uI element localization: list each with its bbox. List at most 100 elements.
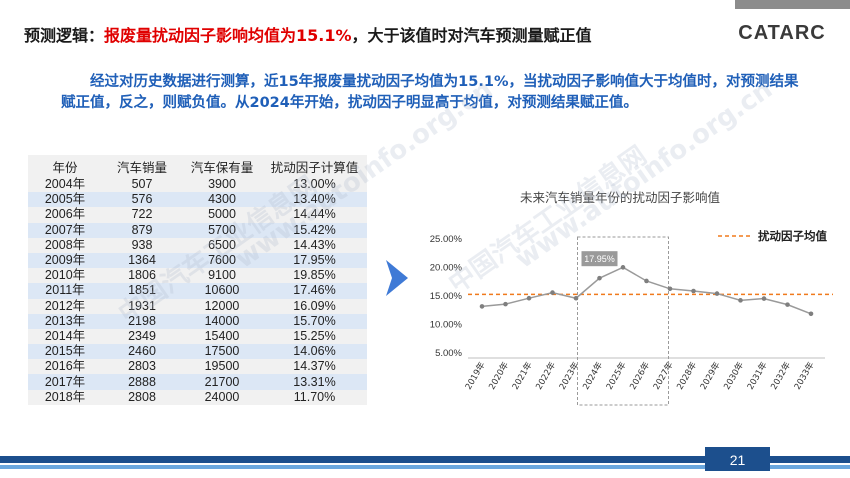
data-point — [620, 265, 626, 270]
table-body: 2004年 507 3900 13.00% 2005年 576 4300 13.40% 2006… — [28, 177, 367, 405]
header-year: 年份 — [28, 155, 102, 177]
cell-factor: 17.95% — [262, 252, 367, 269]
y-tick-label: 10.00% — [430, 320, 463, 331]
cell-sales: 576 — [102, 192, 182, 208]
header-sales: 汽车销量 — [102, 155, 182, 177]
historical-data-table: 年份 汽车销量 汽车保有量 扰动因子计算值 2004年 507 3900 13.00%… — [28, 155, 367, 405]
page-title: 预测逻辑：报废量扰动因子影响均值为15.1%，大于该值时对汽车预测量赋正值 — [24, 22, 592, 46]
title-prefix: 预测逻辑： — [24, 26, 105, 45]
cell-sales: 1851 — [102, 283, 182, 299]
data-point — [761, 296, 767, 301]
data-point — [573, 295, 579, 301]
cell-stock: 15400 — [182, 328, 262, 345]
table-row: 2010年 1806 9100 19.85% — [28, 268, 367, 284]
cell-sales: 879 — [102, 222, 182, 238]
table-row: 2014年 2349 15400 15.25% — [28, 328, 367, 345]
x-tick-label: 2033年 — [792, 360, 817, 392]
x-tick-label: 2028年 — [675, 360, 700, 392]
logo-text: CATARC — [738, 22, 825, 44]
x-axis: 2019年 2020年 2021年 2022年 2023年 2024年 2025年 2026年… — [463, 357, 825, 392]
factor-series — [479, 265, 814, 317]
cell-sales: 2803 — [102, 359, 182, 375]
cell-factor: 14.37% — [262, 359, 367, 375]
cell-sales: 938 — [102, 237, 182, 253]
x-tick-label: 2021年 — [510, 360, 535, 392]
y-axis: 5.00% 10.00% 15.00% 20.00% 25.00% — [430, 234, 463, 359]
cell-factor: 13.00% — [262, 177, 367, 193]
cell-year: 2017年 — [28, 374, 102, 390]
cell-factor: 19.85% — [262, 268, 367, 284]
data-label: 17.95% — [584, 254, 615, 264]
data-point — [526, 295, 532, 301]
cell-factor: 15.25% — [262, 328, 367, 345]
x-tick-label: 2022年 — [534, 360, 559, 392]
cell-year: 2004年 — [28, 177, 102, 193]
x-tick-label: 2019年 — [463, 360, 488, 392]
cell-factor: 11.70% — [262, 389, 367, 405]
cell-sales: 722 — [102, 207, 182, 223]
table-header-row: 年份 汽车销量 汽车保有量 扰动因子计算值 — [28, 155, 367, 177]
highlight-box — [577, 236, 669, 406]
highlight-region: 17.95% — [577, 236, 669, 406]
cell-stock: 12000 — [182, 298, 262, 314]
cell-year: 2008年 — [28, 237, 102, 253]
chart-legend: 扰动因子均值 — [718, 229, 827, 243]
table-row: 2017年 2888 21700 13.31% — [28, 374, 367, 390]
cell-sales: 507 — [102, 177, 182, 193]
y-tick-label: 20.00% — [430, 263, 463, 274]
cell-sales: 2349 — [102, 328, 182, 345]
table-row: 2016年 2803 19500 14.37% — [28, 359, 367, 375]
data-label-box — [581, 251, 618, 267]
cell-year: 2014年 — [28, 328, 102, 345]
legend-label: 扰动因子均值 — [758, 229, 827, 243]
footer-bar — [0, 456, 850, 469]
cell-sales: 1931 — [102, 298, 182, 314]
title-highlight: 报废量扰动因子影响均值为15.1% — [104, 26, 352, 45]
data-point — [808, 311, 814, 317]
cell-year: 2009年 — [28, 252, 102, 269]
cell-sales: 2808 — [102, 389, 182, 405]
cell-factor: 13.31% — [262, 374, 367, 390]
data-point — [597, 275, 602, 281]
data-point — [667, 286, 673, 292]
title-suffix: ，大于该值时对汽车预测量赋正值 — [351, 26, 592, 45]
cell-stock: 10600 — [182, 283, 262, 299]
series-line — [481, 266, 812, 315]
cell-factor: 14.44% — [262, 207, 367, 223]
disturbance-factor-chart: 未来汽车销量年份的扰动因子影响值 5.00% 10.00% 15.00% 20.00%… — [430, 190, 833, 406]
cell-stock: 7600 — [182, 252, 262, 269]
cell-stock: 21700 — [182, 374, 262, 390]
cell-sales: 2888 — [102, 374, 182, 390]
x-tick-label: 2031年 — [745, 360, 770, 392]
cell-sales: 1806 — [102, 268, 182, 284]
catarc-logo: CATARC — [738, 22, 825, 44]
cell-year: 2018年 — [28, 389, 102, 405]
cell-sales: 1364 — [102, 252, 182, 269]
right-arrow-icon — [386, 260, 408, 296]
table-row: 2005年 576 4300 13.40% — [28, 192, 367, 208]
cell-year: 2006年 — [28, 207, 102, 223]
cell-factor: 14.43% — [262, 237, 367, 253]
cell-year: 2015年 — [28, 344, 102, 360]
summary-paragraph: 经过对历史数据进行测算，近15年报废量扰动因子均值为15.1%，当扰动因子影响值… — [61, 74, 799, 111]
x-tick-label: 2029年 — [698, 360, 723, 392]
y-tick-label: 5.00% — [435, 348, 462, 359]
cell-stock: 9100 — [182, 268, 262, 284]
x-tick-label: 2026年 — [628, 360, 653, 392]
cell-sales: 2460 — [102, 344, 182, 360]
table-row: 2013年 2198 14000 15.70% — [28, 313, 367, 329]
table-row: 2018年 2808 24000 11.70% — [28, 389, 367, 405]
cell-year: 2016年 — [28, 359, 102, 375]
cell-year: 2011年 — [28, 283, 102, 299]
cell-factor: 14.06% — [262, 344, 367, 360]
cell-factor: 15.70% — [262, 313, 367, 329]
table-row: 2004年 507 3900 13.00% — [28, 177, 367, 193]
cell-stock: 3900 — [182, 177, 262, 193]
cell-stock: 14000 — [182, 313, 262, 329]
table-row: 2012年 1931 12000 16.09% — [28, 298, 367, 314]
chart-title: 未来汽车销量年份的扰动因子影响值 — [520, 190, 720, 205]
x-tick-label: 2030年 — [722, 360, 747, 392]
cell-sales: 2198 — [102, 313, 182, 329]
data-point — [785, 302, 790, 307]
y-tick-label: 15.00% — [430, 291, 463, 302]
